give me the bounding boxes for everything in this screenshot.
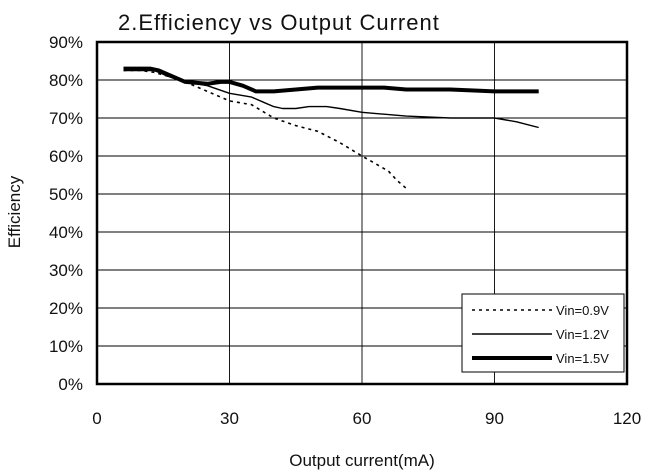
legend-label-1: Vin=0.9V [556, 303, 609, 318]
y-tick-label: 90% [49, 33, 83, 52]
y-tick-label: 60% [49, 147, 83, 166]
series-line-3 [123, 66, 539, 94]
legend: Vin=0.9V Vin=1.2V Vin=1.5V [461, 293, 625, 373]
y-tick-label: 40% [49, 223, 83, 242]
y-tick-label: 0% [58, 375, 83, 394]
x-axis-label: Output current(mA) [289, 451, 435, 470]
x-tick-label: 90 [485, 409, 504, 428]
x-tick-label: 60 [353, 409, 372, 428]
chart-title: 2.Efficiency vs Output Current [118, 10, 440, 35]
y-tick-label: 30% [49, 261, 83, 280]
y-tick-label: 70% [49, 109, 83, 128]
legend-label-3: Vin=1.5V [556, 351, 609, 366]
series-lines [123, 66, 539, 189]
plot-frame [95, 40, 629, 386]
series-line-2 [123, 69, 539, 129]
legend-label-2: Vin=1.2V [556, 327, 609, 342]
y-tick-label: 50% [49, 185, 83, 204]
y-axis-label: Efficiency [5, 175, 24, 248]
x-tick-label: 0 [92, 409, 101, 428]
tick-labels: 0% 10% 20% 30% 40% 50% 60% 70% 80% 90% 0 30 60 90 120 [49, 33, 641, 428]
y-tick-label: 20% [49, 299, 83, 318]
y-tick-label: 80% [49, 71, 83, 90]
y-tick-label: 10% [49, 337, 83, 356]
x-tick-label: 30 [220, 409, 239, 428]
x-tick-label: 120 [613, 409, 641, 428]
grid [97, 42, 627, 384]
